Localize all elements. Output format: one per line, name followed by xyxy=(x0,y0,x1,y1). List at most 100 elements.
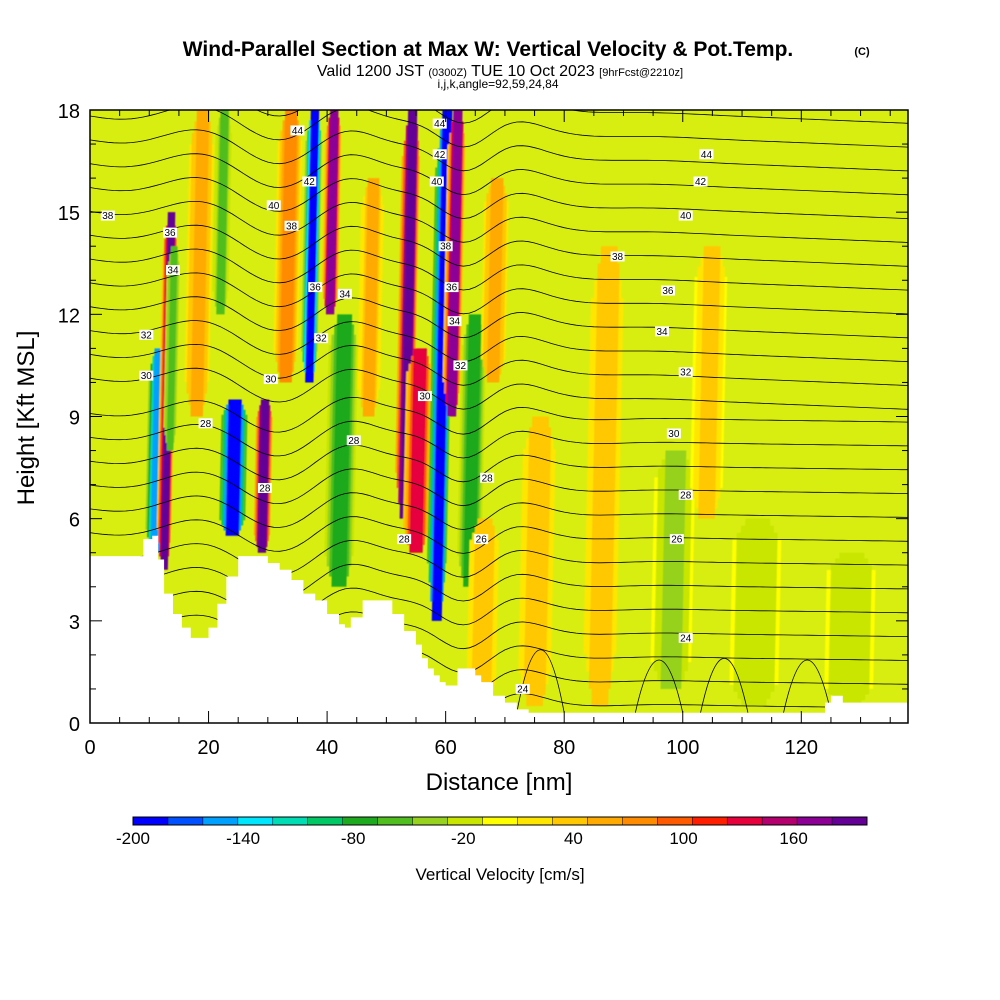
colorbar-tick-label: 100 xyxy=(669,829,697,848)
colorbar-swatch xyxy=(342,817,378,825)
isentrope-line xyxy=(90,201,908,243)
contour-label: 36 xyxy=(444,282,459,294)
contour-label-box xyxy=(417,391,432,402)
contour-label-text: 38 xyxy=(440,242,452,253)
contour-label: 38 xyxy=(284,220,299,232)
velocity-cell xyxy=(698,246,721,519)
colorbar-swatch xyxy=(657,817,693,825)
isentrope-line xyxy=(90,224,908,267)
isentrope-line xyxy=(90,516,908,554)
contour-label-text: 40 xyxy=(680,211,692,222)
colorbar-swatch xyxy=(237,817,274,825)
contour-label-text: 30 xyxy=(141,371,153,382)
contour-label: 28 xyxy=(198,418,213,430)
contour-label-text: 34 xyxy=(449,317,461,328)
contour-label: 42 xyxy=(693,176,708,188)
contour-label: 26 xyxy=(669,534,684,546)
contour-label: 42 xyxy=(432,149,447,161)
contour-label-text: 40 xyxy=(268,201,280,212)
contour-label-text: 32 xyxy=(141,330,153,341)
colorbar-swatch xyxy=(832,817,868,825)
colorbar-swatch xyxy=(447,817,483,825)
colorbar-swatch xyxy=(377,817,413,825)
isentrope-line xyxy=(90,468,908,507)
colorbar-swatch xyxy=(762,817,798,825)
isentrope-line xyxy=(256,110,908,124)
contour-label-box xyxy=(284,220,299,231)
contour-label: 30 xyxy=(139,370,154,382)
contour-label: 24 xyxy=(515,683,530,695)
contour-label-box xyxy=(660,285,675,296)
contour-label: 44 xyxy=(290,125,305,137)
isentrope-line xyxy=(90,563,908,602)
x-tick-label: 60 xyxy=(435,737,457,759)
x-axis-title: Distance [nm] xyxy=(426,769,573,796)
contour-label-text: 34 xyxy=(339,289,351,300)
contour-label-box xyxy=(397,534,412,545)
colorbar-tick-label: -140 xyxy=(226,829,260,848)
contour-label: 28 xyxy=(257,483,272,495)
contour-label: 38 xyxy=(438,241,453,253)
x-tick-label: 100 xyxy=(666,737,699,759)
velocity-cell xyxy=(216,110,229,315)
plot-area: 44 44 44 42 42 42 40 40 40 38 38 38 38 36 36 36 36 34 34 34… xyxy=(90,110,908,723)
isentrope-line xyxy=(90,248,908,291)
contour-label-text: 26 xyxy=(476,535,488,546)
contour-label: 28 xyxy=(397,534,412,546)
contour-label: 28 xyxy=(678,489,693,501)
contour-label-text: 28 xyxy=(259,484,271,495)
contour-label: 36 xyxy=(163,227,178,239)
isentrope-line xyxy=(90,343,908,386)
colorbar-swatch xyxy=(517,817,553,825)
contour-label-box xyxy=(678,489,693,500)
contour-label-text: 44 xyxy=(701,150,713,161)
y-axis-title: Height [Kft MSL] xyxy=(13,331,40,506)
contour-label-text: 30 xyxy=(668,429,680,440)
contour-label-text: 28 xyxy=(200,419,212,430)
contour-label-box xyxy=(480,472,495,483)
contour-label: 28 xyxy=(346,435,361,447)
contour-label-text: 36 xyxy=(446,283,458,294)
colorbar-swatch xyxy=(692,817,728,825)
contour-label-text: 28 xyxy=(482,473,494,484)
contour-label: 32 xyxy=(139,329,154,341)
colorbar-swatch xyxy=(727,817,763,825)
contour-label: 32 xyxy=(314,333,329,345)
velocity-cell xyxy=(447,110,463,417)
velocity-cell xyxy=(591,246,618,706)
contour-label-box xyxy=(693,176,708,187)
contour-label: 42 xyxy=(302,176,317,188)
contour-label: 40 xyxy=(266,200,281,212)
contour-label-text: 42 xyxy=(304,177,316,188)
contour-label-box xyxy=(669,534,684,545)
contour-label: 24 xyxy=(678,632,693,644)
contour-label: 34 xyxy=(447,316,462,328)
colorbar-title: Vertical Velocity [cm/s] xyxy=(415,865,584,884)
contour-label-text: 26 xyxy=(671,535,683,546)
velocity-cell xyxy=(279,110,298,383)
y-tick-label: 3 xyxy=(69,612,80,634)
contour-label: 44 xyxy=(699,149,714,161)
contour-label-text: 28 xyxy=(348,436,360,447)
contour-label-box xyxy=(444,282,459,293)
contour-label-text: 28 xyxy=(680,490,692,501)
contour-label-text: 40 xyxy=(431,177,443,188)
title-mark: (C) xyxy=(854,46,870,58)
ijk-line: i,j,k,angle=92,59,24,84 xyxy=(437,77,558,91)
colorbar-swatch xyxy=(307,817,344,825)
isentrope-dome xyxy=(783,659,832,713)
velocity-cell xyxy=(836,552,865,706)
contour-label-box xyxy=(100,210,115,221)
isentrope-line xyxy=(90,367,908,410)
contour-label-box xyxy=(453,360,468,371)
velocity-cell xyxy=(741,518,771,706)
contour-label: 32 xyxy=(678,367,693,379)
isentrope-line xyxy=(90,129,908,172)
colorbar-tick-label: -200 xyxy=(116,829,150,848)
colorbar-swatch xyxy=(622,817,658,825)
contour-label-text: 32 xyxy=(316,334,328,345)
y-tick-label: 9 xyxy=(69,408,80,430)
contour-label-box xyxy=(678,367,693,378)
isentrope-line xyxy=(90,587,908,626)
